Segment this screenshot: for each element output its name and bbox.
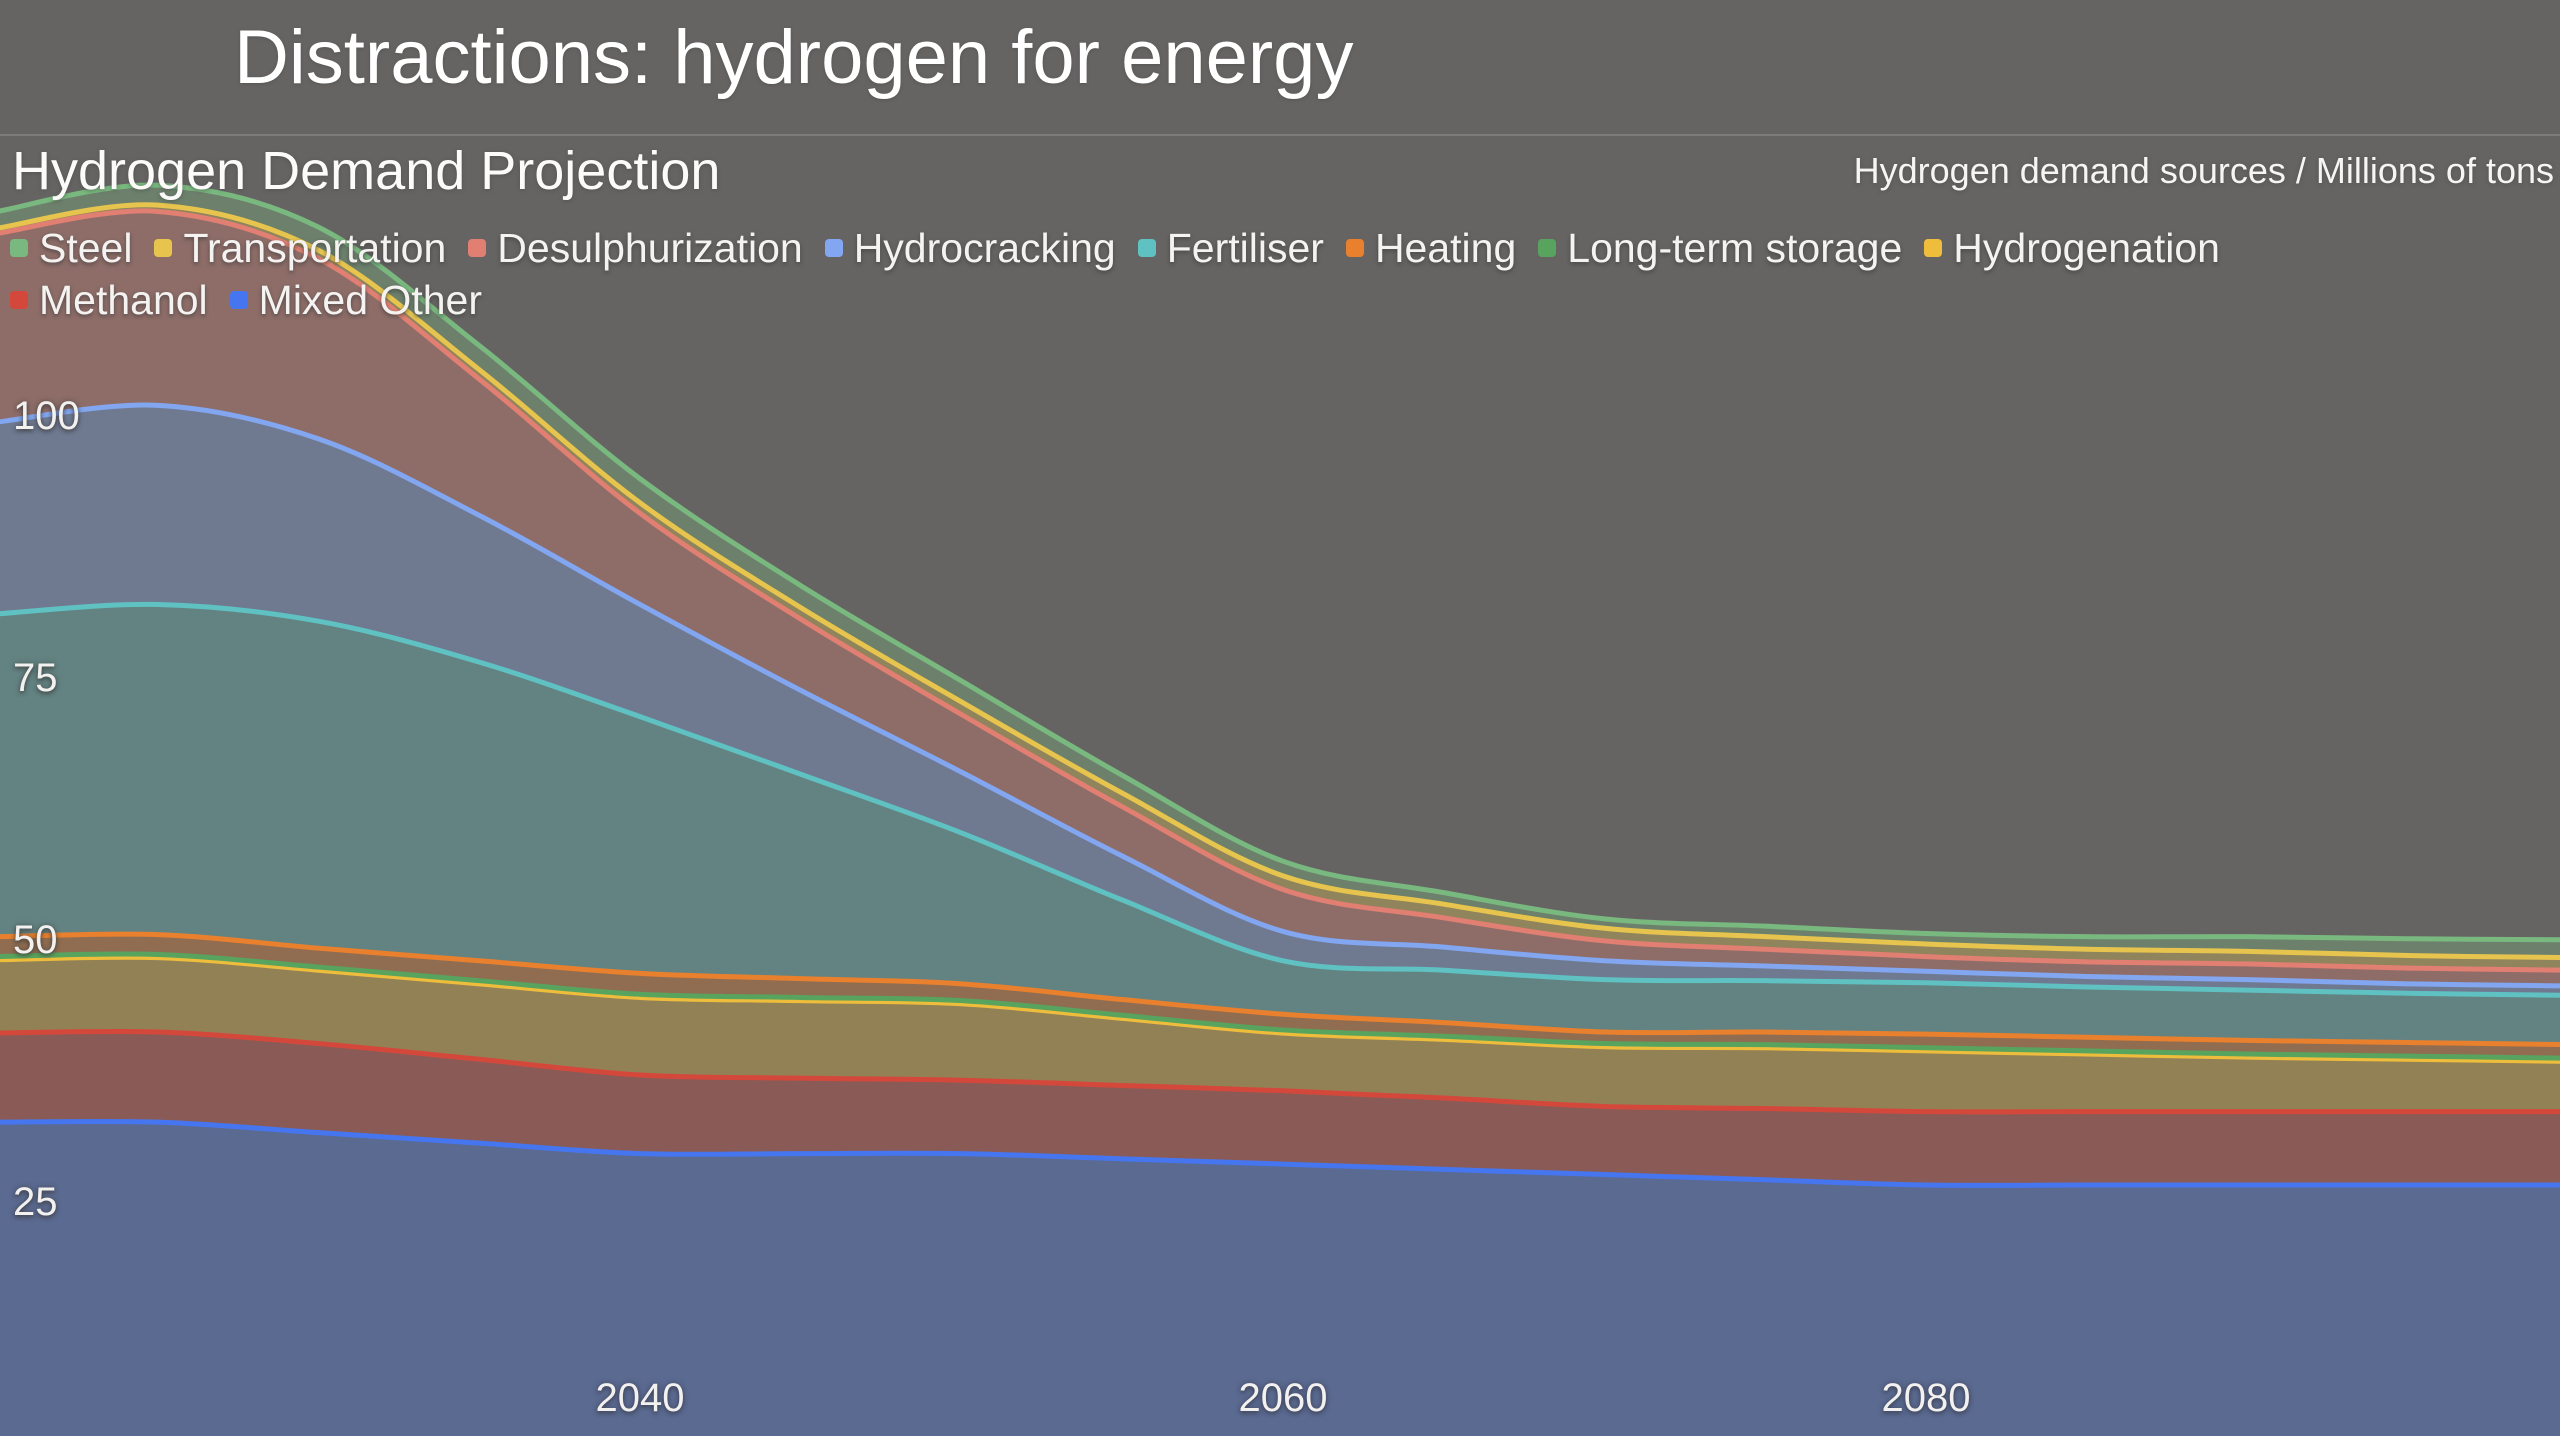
y-tick-25: 25 [13, 1180, 58, 1224]
desulphurization-swatch-icon [468, 239, 487, 257]
line-long-term-storage [0, 951, 2560, 1061]
legend-label: Steel [39, 224, 133, 271]
legend-item-mixed-other[interactable]: Mixed Other [229, 276, 482, 324]
legend-row: Steel Transportation Desulphurization Hydro… [10, 222, 2558, 274]
legend-label: Fertiliser [1166, 224, 1324, 271]
area-mixed-other [0, 1121, 2560, 1436]
legend-item-long-term-storage[interactable]: Long-term storage [1538, 225, 1902, 272]
legend-item-hydrogenation[interactable]: Hydrogenation [1924, 225, 2220, 272]
x-tick-2060: 2060 [1238, 1376, 1328, 1420]
long-term-storage-swatch-icon [1538, 239, 1557, 257]
y-tick-75: 75 [13, 656, 58, 700]
legend-item-heating[interactable]: Heating [1345, 224, 1517, 272]
header-divider [0, 134, 2560, 136]
line-desulphurization [0, 208, 2560, 973]
page-title: Distractions: hydrogen for energy [234, 15, 1354, 100]
legend-label: Heating [1374, 224, 1517, 271]
legend-item-desulphurization[interactable]: Desulphurization [468, 224, 803, 272]
chart-title: Hydrogen Demand Projection [12, 141, 721, 201]
line-methanol [0, 1028, 2560, 1115]
mixed-other-swatch-icon [229, 291, 248, 309]
line-fertiliser [0, 601, 2560, 998]
legend-item-methanol[interactable]: Methanol [10, 277, 208, 324]
hydrogenation-swatch-icon [1924, 239, 1943, 257]
y-tick-100: 100 [13, 394, 80, 438]
legend-label: Long-term storage [1567, 224, 1903, 271]
hydrocracking-swatch-icon [824, 239, 843, 257]
transportation-swatch-icon [154, 239, 173, 257]
area-fertiliser [0, 604, 2560, 1045]
legend-label: Hydrogenation [1953, 224, 2220, 271]
line-hydrocracking [0, 402, 2560, 989]
steel-swatch-icon [10, 239, 28, 257]
legend-label: Mixed Other [258, 276, 482, 323]
legend-label: Hydrocracking [853, 224, 1116, 271]
area-hydrocracking [0, 405, 2560, 996]
legend-label: Transportation [183, 224, 447, 271]
methanol-swatch-icon [10, 291, 28, 309]
area-heating [0, 934, 2560, 1059]
legend-label: Methanol [39, 276, 208, 323]
fertiliser-swatch-icon [1137, 239, 1156, 257]
line-mixed-other [0, 1118, 2560, 1188]
legend-label: Desulphurization [497, 224, 803, 271]
chart-legend: Steel Transportation Desulphurization Hydro… [10, 222, 2558, 326]
line-transportation [0, 202, 2560, 961]
legend-item-fertiliser[interactable]: Fertiliser [1137, 224, 1324, 272]
x-tick-2080: 2080 [1881, 1376, 1971, 1420]
legend-item-hydrocracking[interactable]: Hydrocracking [824, 224, 1116, 272]
heating-swatch-icon [1345, 239, 1364, 257]
legend-item-steel[interactable]: Steel [10, 225, 132, 272]
legend-item-transportation[interactable]: Transportation [154, 225, 446, 272]
legend-row: Methanol Mixed Other [10, 274, 2558, 326]
line-hydrogenation [0, 954, 2560, 1064]
line-heating [0, 931, 2560, 1047]
area-desulphurization [0, 210, 2560, 986]
line-steel [0, 182, 2560, 943]
y-tick-50: 50 [13, 918, 58, 962]
area-methanol [0, 1031, 2560, 1186]
chart-units-label: Hydrogen demand sources / Millions of to… [1853, 150, 2554, 191]
x-tick-2040: 2040 [595, 1376, 685, 1420]
